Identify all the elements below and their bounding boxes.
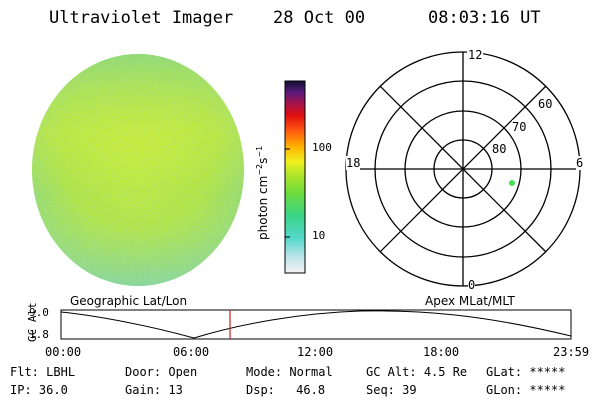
mlt-label-left: 18 — [346, 156, 361, 170]
polar-mlt-plot — [345, 51, 581, 287]
status-mode-value: Normal — [289, 365, 333, 379]
color-scale-bar — [284, 80, 306, 274]
colorbar-unit-exp1: −2 — [255, 163, 264, 176]
colorbar-tick-label-10: 10 — [312, 229, 326, 242]
status-glon-value: ***** — [529, 383, 566, 397]
status-gain: Gain: 13 — [125, 383, 183, 397]
status-mode-key: Mode: — [246, 365, 283, 379]
status-glat: GLat: ***** — [486, 365, 565, 379]
status-dsp-value: 46.8 — [296, 383, 326, 397]
mlt-label-top: 12 — [467, 48, 484, 62]
status-door: Door: Open — [125, 365, 197, 379]
date-label: 28 Oct 00 — [273, 8, 366, 28]
lat-label-60: 60 — [538, 97, 553, 111]
altitude-curve — [60, 310, 572, 339]
status-seq-value: 39 — [402, 383, 417, 397]
time-tick-2359: 23:59 — [553, 345, 590, 359]
status-ip-key: IP: — [10, 383, 32, 397]
instrument-title: Ultraviolet Imager — [49, 8, 234, 28]
status-flt: Flt: LBHL — [10, 365, 75, 379]
colorbar-unit-exp2: −1 — [255, 145, 264, 158]
status-gc-alt-value: 4.5 Re — [423, 365, 468, 379]
colorbar-unit-text: photon cm — [256, 175, 270, 240]
mlt-label-bottom: 0 — [468, 278, 476, 292]
time-tick-1800: 18:00 — [423, 345, 460, 359]
orbit-altitude-plot — [60, 309, 572, 340]
status-dsp: Dsp: 46.8 — [246, 383, 325, 397]
status-seq-key: Seq: — [366, 383, 395, 397]
time-tick-0000: 00:00 — [45, 345, 82, 359]
status-gain-key: Gain: — [125, 383, 162, 397]
status-glat-key: GLat: — [486, 365, 523, 379]
status-mode: Mode: Normal — [246, 365, 333, 379]
time-tick-1200: 12:00 — [297, 345, 334, 359]
status-glat-value: ***** — [529, 365, 566, 379]
status-ip-value: 36.0 — [38, 383, 68, 397]
status-dsp-key: Dsp: — [246, 383, 275, 397]
status-gc-alt: GC Alt: 4.5 Re — [366, 365, 467, 379]
geographic-label: Geographic Lat/Lon — [70, 294, 188, 308]
mlt-diagonal-2 — [379, 85, 547, 253]
status-glon-key: GLon: — [486, 383, 523, 397]
mlt-label-right: 6 — [576, 156, 584, 170]
status-seq: Seq: 39 — [366, 383, 417, 397]
time-tick-0600: 06:00 — [173, 345, 210, 359]
uv-disk-image — [32, 54, 244, 286]
status-door-key: Door: — [125, 365, 162, 379]
alt-tick-high: 9.0 — [29, 306, 49, 319]
colorbar-unit-s: s — [256, 157, 270, 164]
status-gc-alt-key: GC Alt: — [366, 365, 417, 379]
apex-label: Apex MLat/MLT — [425, 294, 515, 308]
status-ip: IP: 36.0 — [10, 383, 68, 397]
status-gain-value: 13 — [168, 383, 183, 397]
status-door-value: Open — [168, 365, 198, 379]
status-flt-value: LBHL — [46, 365, 76, 379]
time-label: 08:03:16 UT — [428, 8, 541, 28]
status-flt-key: Flt: — [10, 365, 39, 379]
status-glon: GLon: ***** — [486, 383, 565, 397]
lat-label-70: 70 — [512, 120, 527, 134]
alt-tick-low: 1.8 — [29, 328, 49, 341]
spacecraft-footpoint-marker — [509, 180, 515, 186]
lat-label-80: 80 — [492, 142, 507, 156]
colorbar-tick-label-100: 100 — [312, 141, 332, 154]
colorbar-unit-label: photon cm−2s−1 — [255, 146, 270, 240]
